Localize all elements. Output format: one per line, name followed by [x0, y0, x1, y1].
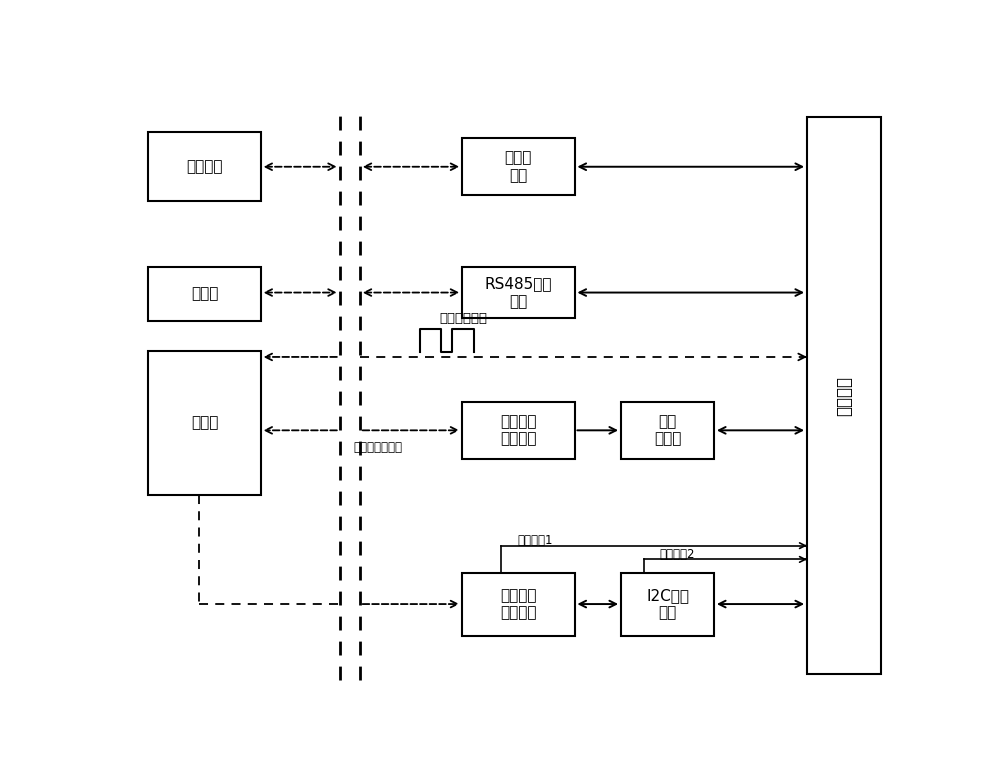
Bar [807, 117, 881, 675]
Text: 特征
函数库: 特征 函数库 [654, 414, 681, 447]
Text: 三轴加速
度传感器: 三轴加速 度传感器 [500, 588, 537, 620]
Bar [621, 402, 714, 459]
Text: RS485通讯
模块: RS485通讯 模块 [485, 276, 552, 309]
Text: 微处理器: 微处理器 [835, 376, 853, 416]
Text: I2C通讯
接口: I2C通讯 接口 [646, 588, 689, 620]
Text: 中断输出1: 中断输出1 [517, 534, 552, 548]
Bar [462, 138, 574, 195]
Bar [148, 267, 261, 321]
Bar [462, 402, 574, 459]
Text: 上位机: 上位机 [191, 286, 218, 302]
Bar [462, 267, 574, 318]
Text: 提取振动
信号特征: 提取振动 信号特征 [500, 414, 537, 447]
Text: 流量计: 流量计 [191, 415, 218, 430]
Bar [148, 351, 261, 495]
Text: 组合式模态试验: 组合式模态试验 [354, 441, 403, 454]
Bar [148, 132, 261, 202]
Text: 远程系统: 远程系统 [186, 159, 223, 174]
Text: 流量脉冲信号: 流量脉冲信号 [439, 312, 487, 325]
Text: 物联网
模块: 物联网 模块 [505, 151, 532, 183]
Bar [462, 573, 574, 636]
Bar [621, 573, 714, 636]
Text: 中断输出2: 中断输出2 [660, 548, 695, 561]
